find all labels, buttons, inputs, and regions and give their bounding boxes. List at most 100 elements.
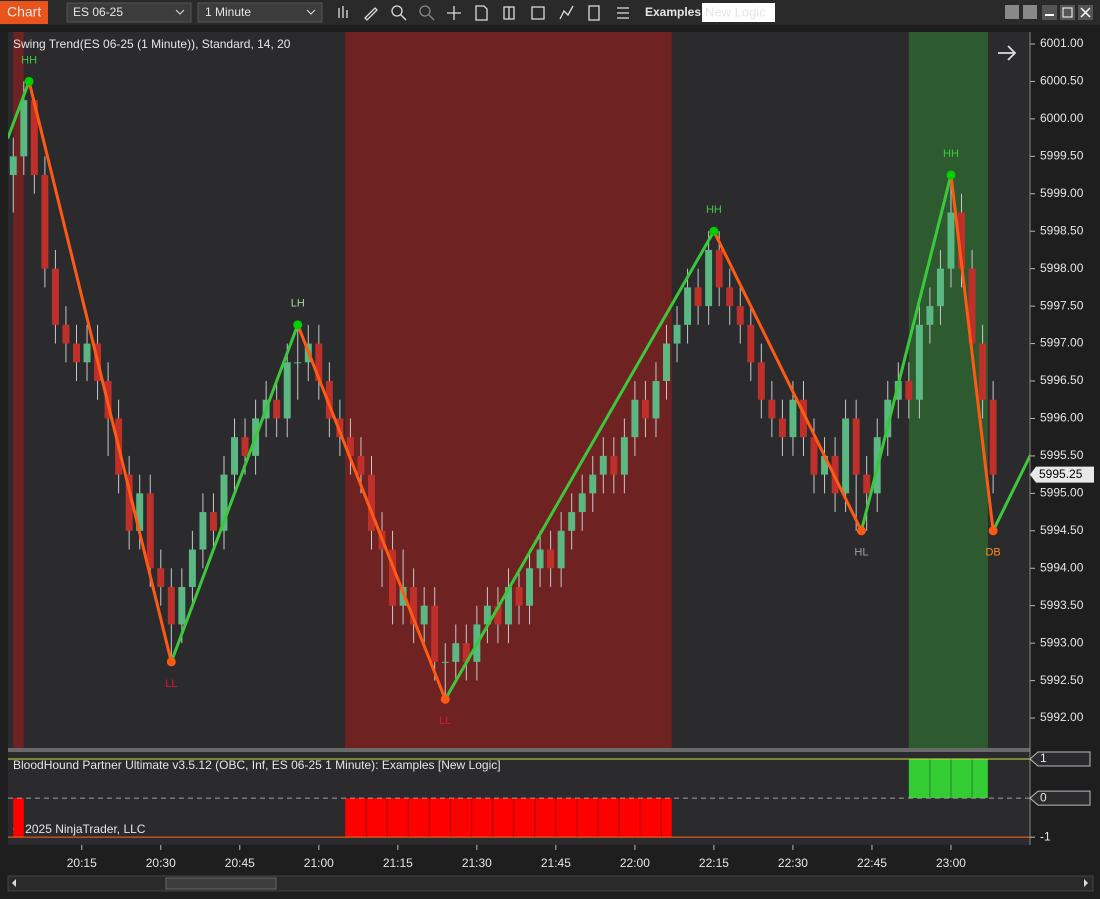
y-tick-label: 5998.50 [1040, 223, 1084, 237]
candle-body [821, 455, 829, 475]
candle-body [842, 418, 850, 494]
y-tick-label: 5994.00 [1040, 560, 1084, 574]
interval-text: 1 Minute [205, 5, 251, 19]
candle-body [167, 586, 175, 625]
candle-body [705, 249, 713, 307]
x-tick-label: 21:00 [304, 856, 334, 870]
y-tick-label: 5997.00 [1040, 336, 1084, 350]
y-tick-label: 5993.50 [1040, 598, 1084, 612]
candle-body [209, 512, 217, 531]
candle-body [694, 287, 702, 307]
candle-body [315, 343, 323, 382]
candle-body [736, 306, 744, 325]
toolbar-icons[interactable] [338, 5, 629, 21]
candle-body [757, 362, 765, 400]
x-tick-label: 20:30 [146, 856, 176, 870]
swing-point [293, 320, 303, 330]
x-tick-label: 22:45 [857, 856, 887, 870]
candle-body [441, 661, 449, 663]
swing-label: HH [706, 204, 722, 216]
candle-body [968, 268, 976, 344]
candle-body [51, 268, 59, 325]
last-price-tag [1030, 466, 1094, 483]
candle-body [146, 493, 154, 569]
dropdown-arrow [306, 9, 316, 15]
candle-body [884, 399, 892, 438]
candle-body [273, 399, 281, 419]
candle-body [83, 343, 91, 363]
swing-segment [169, 323, 300, 664]
y-tick-label: 5997.50 [1040, 298, 1084, 312]
y-tick-label: 6001.00 [1040, 36, 1084, 50]
candle-body [810, 437, 818, 475]
y-tick-label: 5992.00 [1040, 710, 1084, 724]
instrument-select[interactable] [66, 2, 192, 23]
candle-body [125, 474, 133, 531]
swing-label: HL [854, 547, 868, 559]
swing-point [166, 657, 176, 667]
candle-body [325, 381, 333, 419]
indicator-tick-label: 1 [1040, 751, 1047, 765]
candle-body [157, 568, 165, 587]
candle-body [389, 549, 397, 606]
candle-body [726, 287, 734, 307]
scrollbar[interactable] [7, 875, 1094, 892]
candle-body [979, 343, 987, 400]
candle-body [73, 343, 80, 363]
candle-body [747, 324, 755, 363]
swing-point [440, 694, 450, 704]
candle-body [452, 643, 460, 662]
candle-body [462, 643, 470, 662]
candle-body [346, 437, 354, 456]
candle-body [631, 399, 639, 438]
candle-body [536, 549, 544, 569]
interval-select[interactable] [197, 2, 323, 23]
candle-body [863, 474, 871, 494]
chart-tab[interactable] [0, 1, 48, 24]
swing-point [946, 170, 956, 180]
candle-body [599, 455, 607, 475]
candle-body [515, 586, 523, 606]
candle-body [715, 249, 723, 288]
indicator-series [13, 759, 988, 838]
swing-label: LL [165, 678, 177, 690]
y-tick-label: 6000.00 [1040, 111, 1084, 125]
candle-body [178, 586, 186, 625]
candle-body [652, 381, 660, 419]
candle-body [589, 474, 597, 494]
swing-label: HH [21, 54, 37, 66]
level-tag [1029, 790, 1091, 806]
chart-title: Swing Trend(ES 06-25 (1 Minute)), Standa… [13, 37, 291, 51]
y-tick-label: 5993.00 [1040, 635, 1084, 649]
x-tick-label: 22:15 [699, 856, 729, 870]
candle-body [241, 437, 249, 456]
candle-body [578, 493, 586, 513]
template-label: Examples [645, 5, 701, 19]
scroll-to-end[interactable] [998, 45, 1017, 61]
instrument-text: ES 06-25 [73, 5, 123, 19]
indicator-bar [345, 798, 672, 838]
swing-label: LL [439, 715, 451, 727]
swing-label: HH [943, 148, 959, 160]
candle-body [673, 324, 681, 344]
swing-segment [712, 229, 863, 533]
candle-body [431, 605, 439, 662]
window-buttons[interactable] [1005, 5, 1093, 20]
candle-body [483, 605, 491, 625]
y-tick-label: 6000.50 [1040, 74, 1084, 88]
candle-body [410, 586, 418, 625]
x-tick-label: 20:15 [67, 856, 97, 870]
x-tick-label: 22:30 [778, 856, 808, 870]
candle-body [799, 399, 807, 438]
scroll-thumb[interactable] [165, 877, 277, 890]
template-input[interactable] [702, 3, 775, 22]
candle-body [220, 474, 228, 531]
candle-body [30, 100, 38, 176]
candle-body [905, 381, 913, 400]
swing-label: DB [985, 547, 1000, 559]
candle-body [294, 362, 302, 364]
swing-label: LH [291, 298, 305, 310]
swing-point [988, 526, 998, 536]
panel-splitter[interactable] [8, 748, 1030, 752]
